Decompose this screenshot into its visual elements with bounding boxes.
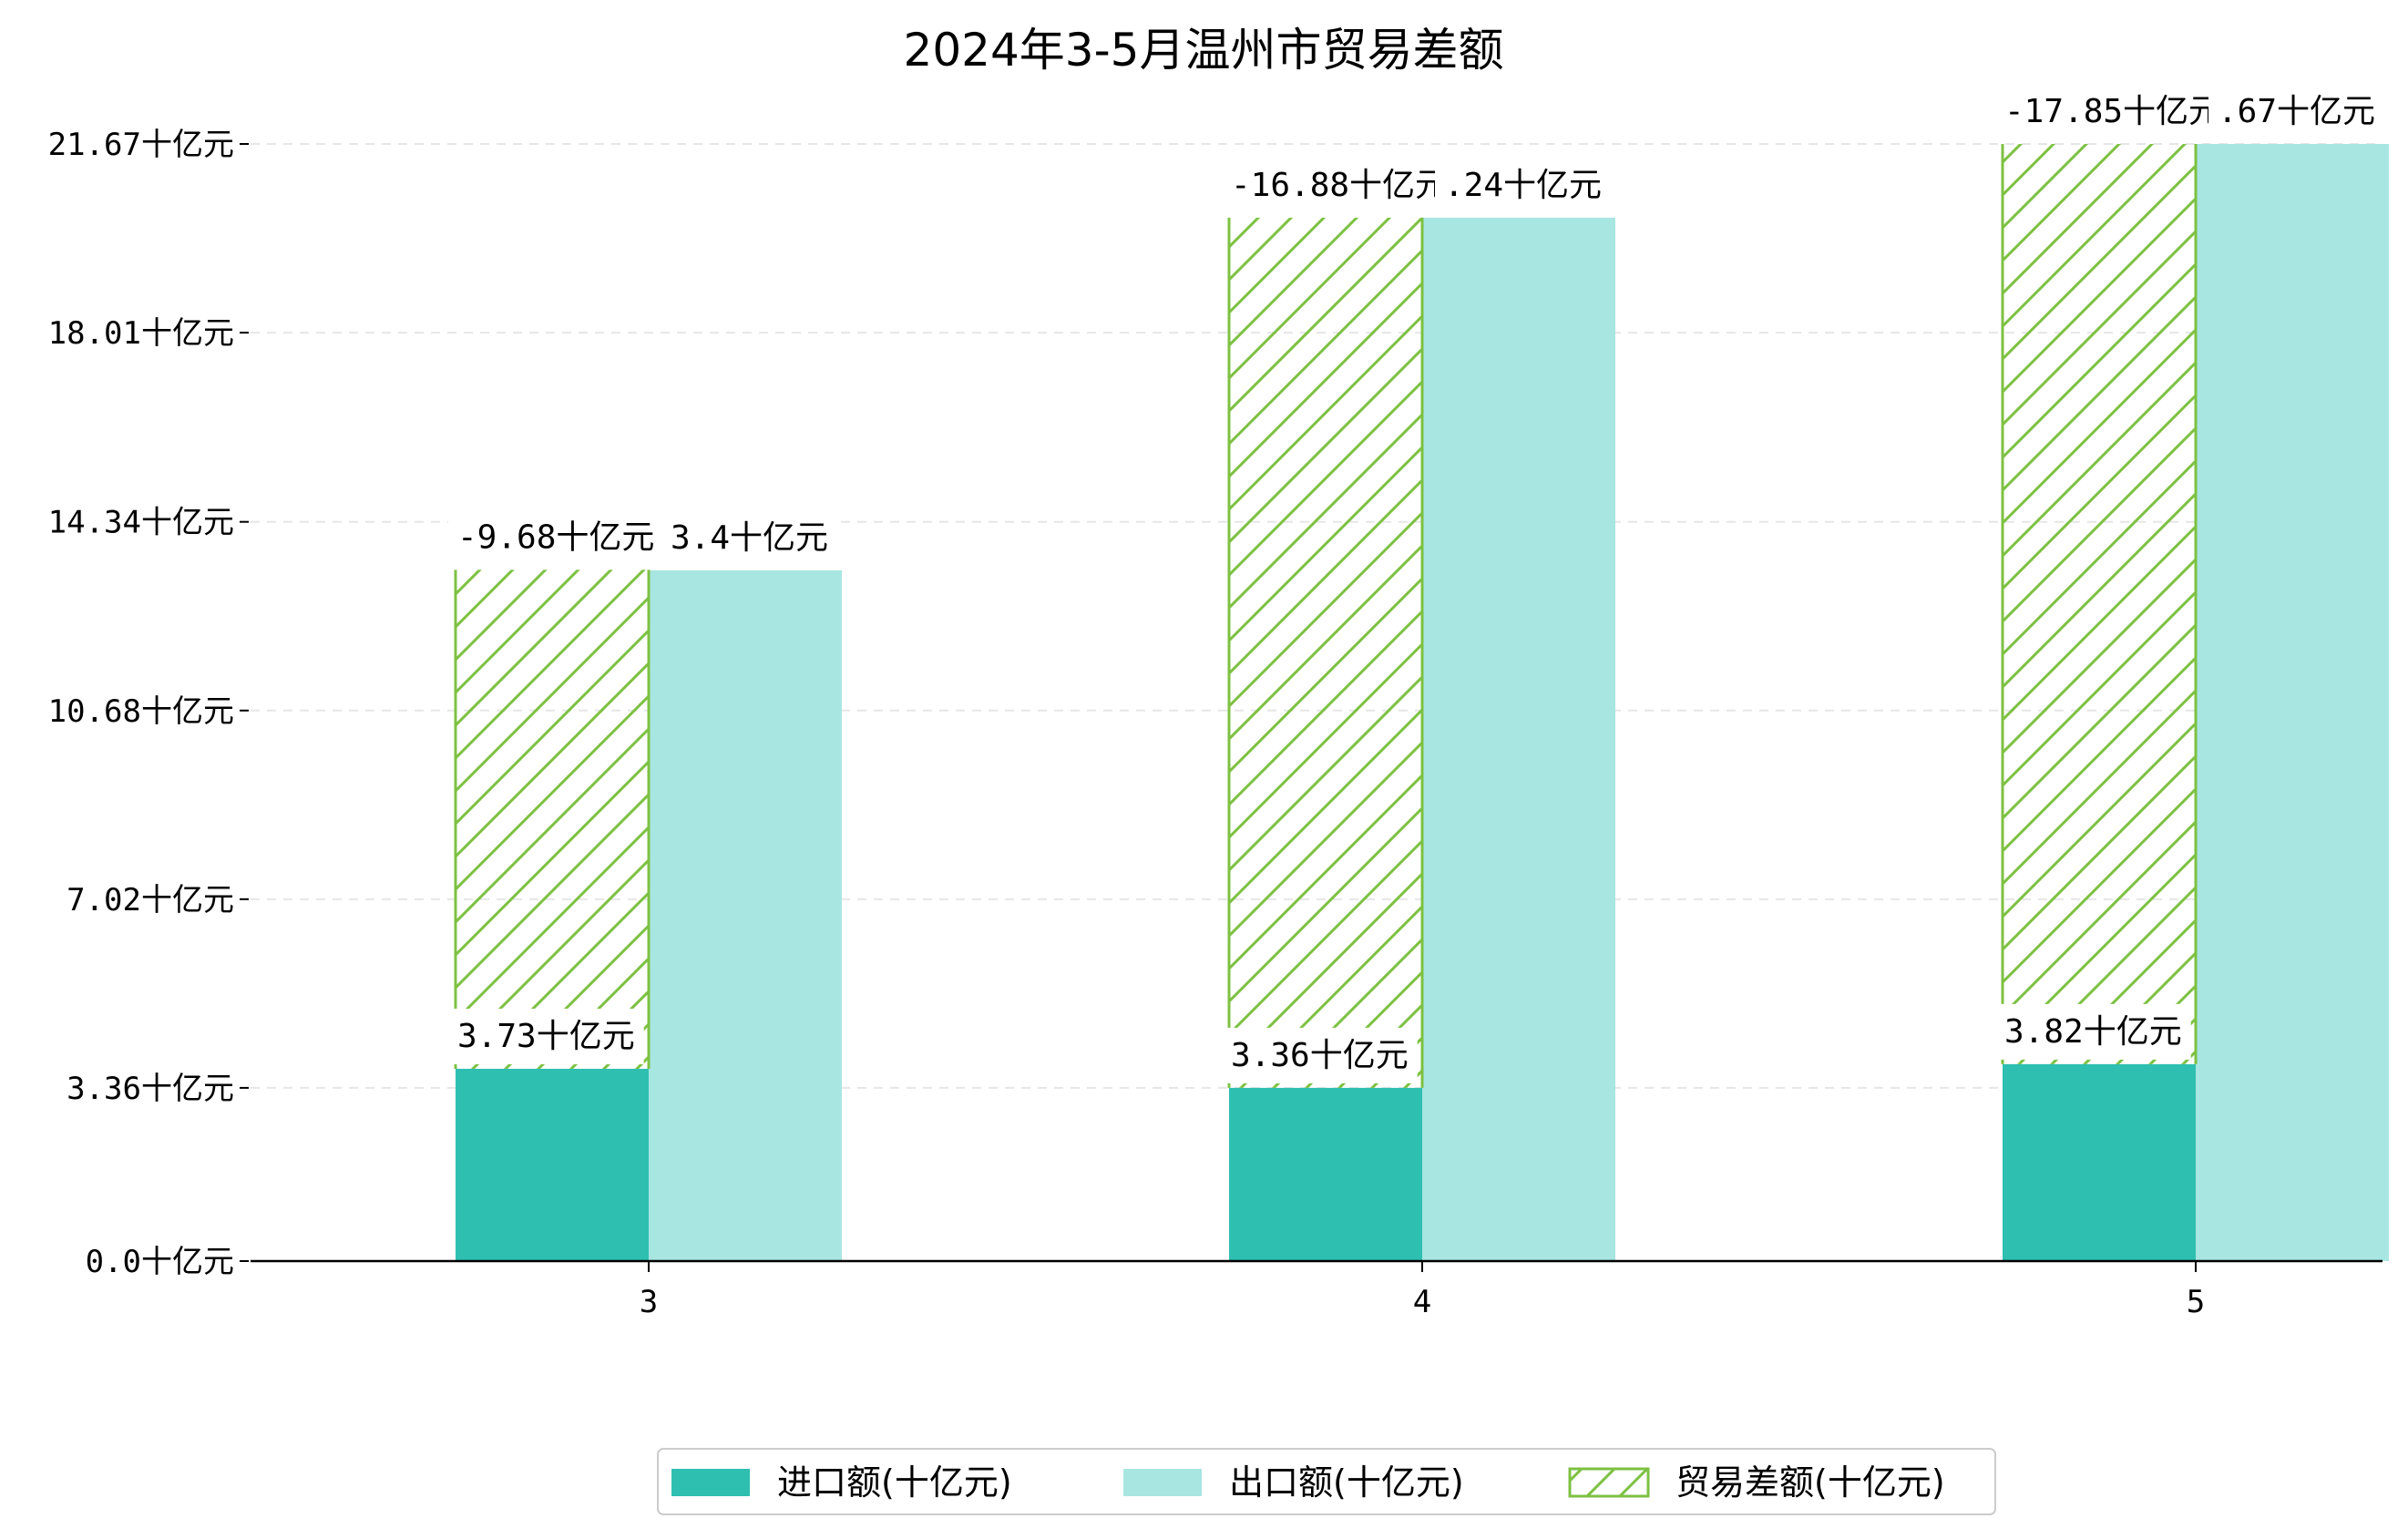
y-tick-label: 7.02十亿元 [67,882,234,918]
legend-export-swatch [1123,1469,1202,1496]
import-bar [456,1068,649,1261]
import-bar [2003,1063,2196,1261]
export-data-label: 3.4十亿元 [671,519,828,557]
balance-data-label-bg [1222,157,1458,213]
y-tick-label: 18.01十亿元 [48,315,234,352]
export-bar [2196,144,2389,1261]
y-tick-label: 10.68十亿元 [48,693,234,730]
legend-balance-swatch [1568,1467,1650,1498]
export-data-label-bg [1435,157,1612,213]
y-tick-label: 3.36十亿元 [67,1071,234,1107]
balance-bar [1229,217,1422,1088]
balance-bar [2003,144,2196,1064]
data-labels: -9.68十亿元 3.4十亿元 3.73十亿元 -16.88十亿元.24十亿元 3.36… [448,84,2385,1083]
import-data-label: 3.82十亿元 [2004,1013,2182,1051]
legend-balance-label: 贸易差额(十亿元) [1675,1462,1945,1503]
chart-title: 2024年3-5月温州市贸易差额 [904,24,1504,77]
import-bar [1229,1087,1422,1261]
axes: 0.0十亿元 3.36十亿元 7.02十亿元 10.68十亿元 14.34十亿元 18.0… [48,127,2382,1320]
y-tick-label: 0.0十亿元 [86,1244,234,1280]
y-tick-label: 21.67十亿元 [48,127,234,163]
export-data-label-bg [661,509,838,566]
x-tick-label: 3 [640,1284,658,1320]
legend-import-swatch [671,1469,750,1496]
import-data-label: 3.36十亿元 [1231,1037,1409,1074]
legend-box [657,1448,1996,1515]
balance-data-label: -17.85十亿元 [2004,93,2221,130]
export-data-label: .24十亿元 [1444,167,1602,204]
import-data-label-bg [1995,1003,2191,1060]
legend-import-label: 进口额(十亿元) [777,1462,1012,1503]
legend-export-label: 出口额(十亿元) [1229,1462,1464,1503]
y-tick-label: 14.34十亿元 [48,505,234,541]
export-data-label: .67十亿元 [2218,93,2375,130]
x-tick-label: 4 [1413,1284,1431,1320]
bars [454,144,2389,1261]
balance-data-label-bg [1995,84,2231,139]
import-data-label: 3.73十亿元 [457,1018,635,1055]
import-data-label-bg [448,1008,644,1064]
export-bar [649,569,842,1261]
balance-bar [456,569,649,1069]
export-data-label-bg [2208,84,2385,139]
balance-data-label-bg [448,509,664,566]
export-bar [1422,217,1615,1261]
x-tick-label: 5 [2187,1284,2205,1320]
balance-data-label: -16.88十亿元 [1231,167,1448,204]
legend: 进口额(十亿元) 出口额(十亿元) 贸易差额(十亿元) [657,1448,1996,1515]
balance-data-label: -9.68十亿元 [457,518,654,556]
import-data-label-bg [1222,1027,1418,1083]
